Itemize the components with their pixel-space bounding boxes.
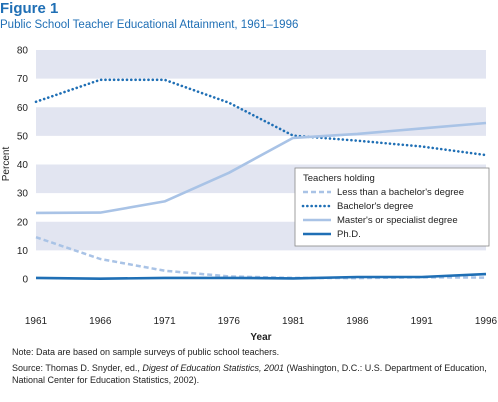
y-tick-label: 40 xyxy=(17,160,29,171)
series-line-2 xyxy=(35,121,487,215)
y-tick-label: 60 xyxy=(17,103,29,114)
legend-title: Teachers holding xyxy=(303,173,375,184)
x-tick-label: 1986 xyxy=(346,316,369,327)
x-tick-label: 1976 xyxy=(218,316,241,327)
legend-label-2: Master's or specialist degree xyxy=(337,215,458,226)
y-tick-label: 80 xyxy=(17,46,29,57)
series-line-1 xyxy=(34,78,488,157)
y-tick-label: 10 xyxy=(17,246,29,257)
x-axis-label: Year xyxy=(250,332,271,343)
series-line-3 xyxy=(35,272,487,281)
x-tick-label: 1966 xyxy=(89,316,112,327)
y-tick-label: 50 xyxy=(17,131,29,142)
y-tick-label: 20 xyxy=(17,217,29,228)
x-tick-label: 1991 xyxy=(411,316,434,327)
source-title: Digest of Education Statistics, 2001 xyxy=(142,363,284,373)
legend-label-0: Less than a bachelor's degree xyxy=(337,187,464,198)
figure-label: Figure 1 xyxy=(0,0,59,17)
legend-label-1: Bachelor's degree xyxy=(337,201,413,212)
grid-band xyxy=(36,107,486,136)
x-tick-label: 1996 xyxy=(475,316,498,327)
source-prefix: Source: Thomas D. Snyder, ed., xyxy=(12,363,143,373)
x-tick-label: 1961 xyxy=(25,316,48,327)
x-tick-label: 1981 xyxy=(282,316,305,327)
x-tick-label: 1971 xyxy=(153,316,176,327)
y-tick-label: 70 xyxy=(17,74,29,85)
y-tick-label: 0 xyxy=(22,275,28,286)
source-citation: Source: Thomas D. Snyder, ed., Digest of… xyxy=(12,362,490,386)
legend-label-3: Ph.D. xyxy=(337,229,361,240)
grid-band xyxy=(36,50,486,79)
legend: Teachers holding Less than a bachelor's … xyxy=(294,167,490,247)
source-suffix: (Washington, D.C.: U.S. Department of Ed… xyxy=(12,363,487,385)
y-tick-label: 30 xyxy=(17,189,29,200)
note-text: Note: Data are based on sample surveys o… xyxy=(12,347,280,357)
y-axis-label: Percent xyxy=(1,147,12,182)
figure-subtitle: Public School Teacher Educational Attain… xyxy=(0,19,299,31)
